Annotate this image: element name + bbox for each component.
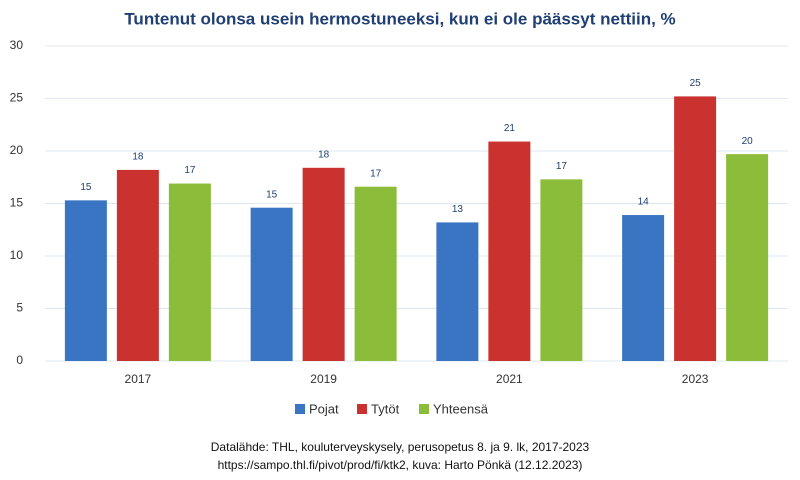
- source-line: Datalähde: THL, kouluterveyskysely, peru…: [211, 440, 590, 454]
- bar: [64, 200, 107, 361]
- value-label: 17: [556, 161, 568, 172]
- y-tick-label: 0: [16, 353, 23, 367]
- bar: [674, 96, 717, 362]
- source-line: https://sampo.thl.fi/pivot/prod/fi/ktk2,…: [218, 458, 583, 472]
- value-label: 15: [80, 182, 92, 193]
- legend-label: Pojat: [309, 401, 339, 416]
- bar: [250, 207, 293, 361]
- value-label: 20: [742, 136, 754, 147]
- legend-swatch: [295, 404, 305, 414]
- value-label: 14: [638, 197, 650, 208]
- bar: [168, 183, 211, 361]
- x-tick-label: 2023: [682, 372, 709, 386]
- value-label: 17: [370, 168, 382, 179]
- legend-label: Yhteensä: [433, 401, 489, 416]
- y-tick-label: 30: [10, 38, 24, 52]
- bar: [622, 215, 665, 361]
- value-label: 17: [184, 165, 196, 176]
- value-label: 21: [504, 123, 516, 134]
- value-label: 18: [318, 149, 330, 160]
- bar: [726, 154, 769, 361]
- legend-swatch: [357, 404, 367, 414]
- value-label: 25: [690, 78, 702, 89]
- bar: [302, 167, 345, 361]
- bar: [540, 179, 583, 361]
- y-tick-label: 20: [10, 143, 24, 157]
- bar: [116, 169, 159, 361]
- x-tick-label: 2017: [125, 372, 152, 386]
- x-tick-label: 2021: [496, 372, 523, 386]
- value-label: 13: [452, 204, 464, 215]
- legend-label: Tytöt: [371, 401, 400, 416]
- bar: [354, 186, 397, 361]
- legend-swatch: [419, 404, 429, 414]
- chart-title: Tuntenut olonsa usein hermostuneeksi, ku…: [124, 9, 675, 28]
- value-label: 18: [132, 152, 144, 163]
- bar: [488, 141, 531, 361]
- y-tick-label: 10: [10, 248, 24, 262]
- bar: [436, 222, 479, 361]
- value-label: 15: [266, 189, 278, 200]
- x-tick-label: 2019: [310, 372, 337, 386]
- y-tick-label: 25: [10, 91, 24, 105]
- y-tick-label: 5: [16, 301, 23, 315]
- y-tick-label: 15: [10, 196, 24, 210]
